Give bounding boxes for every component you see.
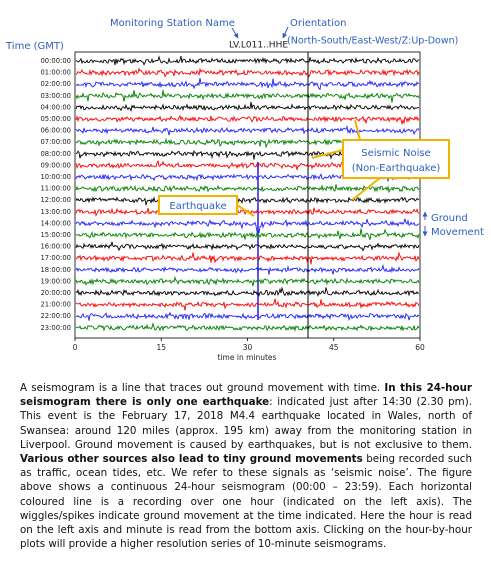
trace bbox=[75, 228, 420, 241]
hour-label: 11:00:00 bbox=[40, 185, 71, 193]
arrow bbox=[231, 27, 239, 39]
figure: Monitoring Station Name LV.L011..HHE Ori… bbox=[5, 18, 484, 362]
hour-label: 03:00:00 bbox=[40, 92, 71, 100]
hour-label: 17:00:00 bbox=[40, 254, 71, 262]
hour-label: 13:00:00 bbox=[40, 208, 71, 216]
text: A seismogram is a line that traces out g… bbox=[20, 382, 385, 394]
time-label: Time (GMT) bbox=[5, 41, 64, 52]
hour-label: 21:00:00 bbox=[40, 301, 71, 309]
hour-label: 00:00:00 bbox=[40, 57, 71, 65]
station: LV.L011..HHE bbox=[229, 41, 288, 51]
hour-label: 10:00:00 bbox=[40, 173, 71, 181]
pointer bbox=[351, 177, 381, 201]
trace bbox=[75, 196, 420, 206]
noise-box bbox=[342, 139, 450, 179]
hour-label: 09:00:00 bbox=[40, 161, 71, 169]
hour-label: 20:00:00 bbox=[40, 289, 71, 297]
hour-label: 16:00:00 bbox=[40, 243, 71, 251]
pointer bbox=[236, 204, 255, 217]
hour-label: 04:00:00 bbox=[40, 103, 71, 111]
pointer bbox=[311, 149, 344, 159]
x-tick-label: 0 bbox=[73, 343, 78, 352]
trace bbox=[75, 251, 420, 265]
hour-label: 12:00:00 bbox=[40, 196, 71, 204]
text: being recorded such as traffic, ocean ti… bbox=[20, 453, 472, 551]
noise-label: Seismic Noise (Non-Earthquake) bbox=[352, 148, 441, 174]
trace bbox=[75, 114, 420, 126]
orientation-label: Orientation bbox=[290, 18, 346, 29]
pointer bbox=[354, 119, 361, 141]
trace bbox=[75, 55, 420, 66]
trace bbox=[75, 322, 420, 332]
hour-label: 15:00:00 bbox=[40, 231, 71, 239]
trace bbox=[75, 241, 420, 252]
ground-label: Ground Movement bbox=[431, 213, 484, 238]
hour-label: 08:00:00 bbox=[40, 150, 71, 158]
trace bbox=[75, 263, 420, 275]
paragraph: A seismogram is a line that traces out g… bbox=[20, 381, 472, 551]
text: : indicated just after 14:30 (2.30 pm). … bbox=[20, 396, 472, 451]
trace bbox=[75, 298, 420, 311]
hour-label: 07:00:00 bbox=[40, 138, 71, 146]
trace bbox=[75, 67, 420, 78]
hour-label: 02:00:00 bbox=[40, 80, 71, 88]
hour-label: 06:00:00 bbox=[40, 127, 71, 135]
hour-label: 05:00:00 bbox=[40, 115, 71, 123]
trace bbox=[75, 77, 420, 91]
traces bbox=[75, 55, 420, 332]
station-label: Monitoring Station Name bbox=[110, 18, 235, 29]
x-tick-label: 45 bbox=[329, 343, 339, 352]
hour-label: 22:00:00 bbox=[40, 312, 71, 320]
x-tick-label: 15 bbox=[156, 343, 166, 352]
x-label: time in minutes bbox=[218, 353, 277, 362]
earthquake-label: Earthquake bbox=[169, 201, 226, 212]
hour-label: 19:00:00 bbox=[40, 277, 71, 285]
x-tick-label: 30 bbox=[243, 343, 253, 352]
hour-label: 14:00:00 bbox=[40, 219, 71, 227]
bold-text: Various other sources also lead to tiny … bbox=[20, 453, 363, 466]
trace bbox=[75, 124, 420, 136]
bold-text: In this 24-hour seismogram there is only… bbox=[20, 382, 472, 409]
orientation: (North-South/East-West/Z:Up-Down) bbox=[287, 36, 458, 47]
trace bbox=[75, 275, 420, 287]
trace bbox=[75, 184, 420, 194]
trace bbox=[75, 89, 420, 103]
x-tick-label: 60 bbox=[415, 343, 425, 352]
trace bbox=[75, 218, 420, 234]
arrow bbox=[282, 26, 289, 39]
hour-label: 23:00:00 bbox=[40, 324, 71, 332]
hour-label: 18:00:00 bbox=[40, 266, 71, 274]
trace bbox=[75, 311, 420, 321]
hour-label: 01:00:00 bbox=[40, 69, 71, 77]
trace bbox=[75, 286, 420, 298]
trace bbox=[75, 101, 420, 113]
